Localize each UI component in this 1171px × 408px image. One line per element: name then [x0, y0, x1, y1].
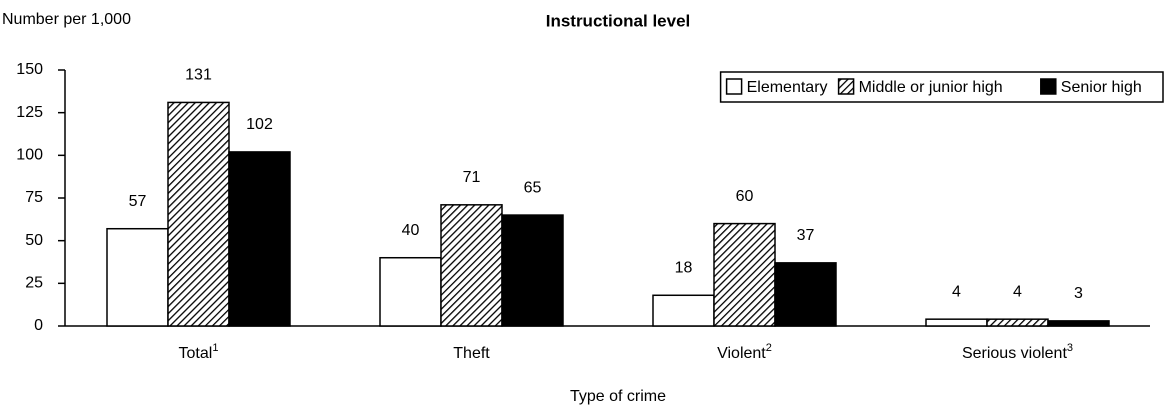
x-tick-label: Serious violent3 — [962, 342, 1073, 362]
bar — [774, 262, 837, 327]
bar — [925, 318, 988, 327]
y-tick-label: 150 — [16, 61, 43, 78]
legend-swatch — [725, 78, 743, 95]
bar — [228, 151, 291, 327]
y-tick-label: 75 — [25, 189, 43, 206]
data-label: 57 — [129, 193, 147, 210]
legend-box — [719, 71, 1164, 103]
bar — [1047, 320, 1110, 327]
data-label: 37 — [797, 227, 815, 244]
y-tick-label: 50 — [25, 232, 43, 249]
data-label: 18 — [675, 259, 693, 276]
data-label: 71 — [463, 169, 481, 186]
legend-swatch — [1040, 78, 1057, 95]
x-axis-label: Type of crime — [570, 388, 666, 405]
data-label: 65 — [524, 179, 542, 196]
bar — [501, 214, 564, 327]
legend-swatch — [837, 78, 855, 95]
bar — [440, 204, 503, 327]
category-name: Theft — [453, 345, 490, 362]
y-axis-label: Number per 1,000 — [2, 11, 131, 28]
category-name: Serious violent — [962, 345, 1068, 362]
data-label: 4 — [952, 283, 961, 300]
bar — [106, 227, 169, 327]
y-tick-label: 0 — [34, 317, 43, 334]
y-tick-label: 25 — [25, 275, 43, 292]
data-label: 131 — [185, 67, 212, 84]
category-name: Total — [179, 345, 213, 362]
footnote-marker: 2 — [766, 342, 772, 354]
chart-title: Instructional level — [546, 11, 691, 30]
data-label: 3 — [1074, 285, 1083, 302]
bar — [167, 101, 230, 327]
bar — [713, 222, 776, 327]
data-label: 102 — [246, 116, 273, 133]
legend: Elementary Middle or junior high Senior hi… — [719, 71, 1164, 103]
legend-label: Middle or junior high — [859, 79, 1003, 96]
legend-label: Senior high — [1061, 79, 1142, 96]
data-label: 4 — [1013, 283, 1022, 300]
footnote-marker: 1 — [212, 342, 218, 354]
legend-label: Elementary — [747, 79, 828, 96]
y-tick-label: 100 — [16, 147, 43, 164]
category-name: Violent — [717, 345, 766, 362]
data-label: 60 — [736, 188, 754, 205]
bar — [652, 294, 715, 327]
footnote-marker: 3 — [1067, 342, 1073, 354]
data-label: 40 — [402, 222, 420, 239]
x-tick-label: Total1 — [179, 342, 219, 362]
bar — [379, 256, 442, 327]
x-tick-label: Theft — [453, 345, 490, 362]
y-tick-label: 125 — [16, 104, 43, 121]
x-tick-label: Violent2 — [717, 342, 772, 362]
bar — [986, 318, 1049, 327]
